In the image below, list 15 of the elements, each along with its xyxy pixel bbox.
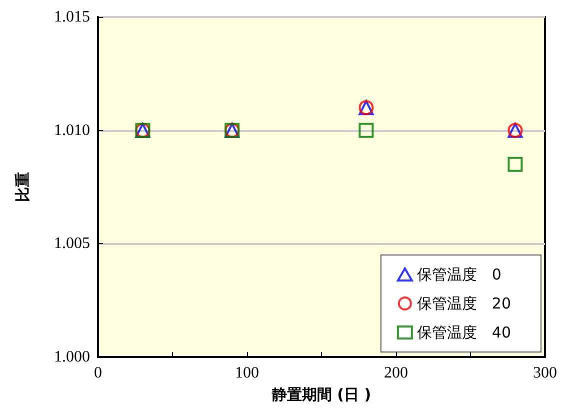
- x-tick-label: 100: [235, 364, 259, 382]
- legend-label: 保管温度 40: [416, 324, 512, 342]
- x-tick-label: 200: [384, 364, 408, 382]
- y-tick-label: 1.005: [54, 235, 90, 252]
- x-tick-label: 300: [533, 364, 557, 382]
- point: [358, 122, 374, 138]
- point: [508, 156, 523, 172]
- x-tick-label: 0: [94, 364, 102, 382]
- y-tick-label: 1.015: [54, 8, 90, 26]
- y-tick-label: 1.010: [54, 122, 90, 139]
- x-axis-title: 静置期間 (日 ): [270, 386, 372, 404]
- legend-label: 保管温度 0: [416, 266, 502, 284]
- legend-label: 保管温度 20: [416, 294, 512, 312]
- y-tick-label: 1.000: [54, 348, 90, 366]
- y-axis-title: 比重: [14, 172, 32, 202]
